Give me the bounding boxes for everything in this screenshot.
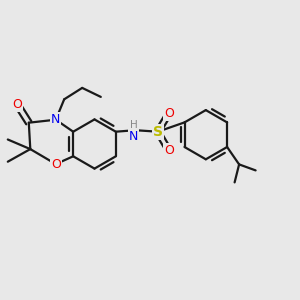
- Text: O: O: [164, 144, 174, 157]
- Text: N: N: [51, 113, 61, 126]
- Text: O: O: [51, 158, 61, 171]
- Text: H: H: [130, 120, 138, 130]
- Text: O: O: [13, 98, 22, 111]
- Text: N: N: [129, 130, 139, 143]
- Text: S: S: [153, 125, 163, 139]
- Text: O: O: [164, 107, 174, 120]
